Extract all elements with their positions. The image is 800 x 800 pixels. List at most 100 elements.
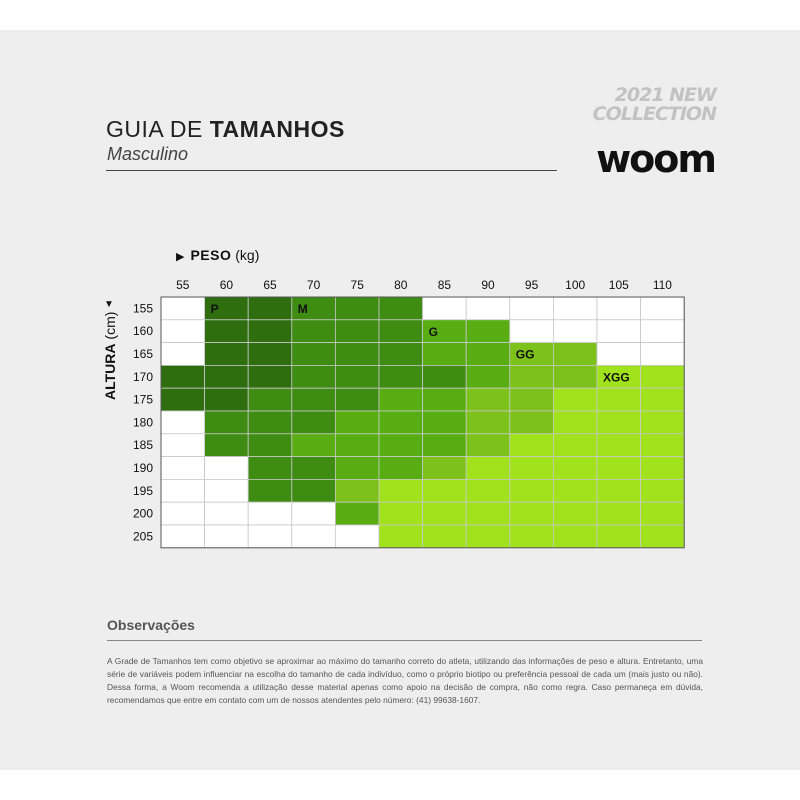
chart-cell bbox=[596, 387, 641, 412]
chart-cell bbox=[596, 478, 641, 503]
chart-cell bbox=[553, 456, 598, 480]
chart-cell bbox=[291, 410, 336, 435]
chart-cell bbox=[204, 501, 249, 526]
chart-cell bbox=[247, 319, 293, 343]
chart-cell bbox=[334, 410, 380, 435]
chart-cell bbox=[422, 433, 467, 457]
y-tick-label: 170 bbox=[133, 370, 153, 384]
chart-cell bbox=[596, 296, 641, 321]
x-tick-label: 95 bbox=[525, 278, 539, 292]
chart-cell bbox=[596, 433, 641, 457]
x-tick-label: 60 bbox=[220, 278, 234, 292]
chart-cell bbox=[291, 364, 336, 389]
chart-cell bbox=[596, 319, 641, 343]
y-tick-label: 190 bbox=[133, 461, 153, 475]
chart-cell bbox=[378, 433, 423, 457]
chart-cell bbox=[291, 501, 336, 526]
chart-cell bbox=[465, 342, 511, 366]
title-light: GUIA DE bbox=[106, 116, 210, 142]
chart-cell bbox=[509, 524, 554, 549]
chart-cell bbox=[553, 319, 598, 343]
chart-cell bbox=[378, 456, 423, 480]
chart-cell bbox=[422, 478, 467, 503]
chart-cell bbox=[422, 410, 467, 435]
chart-cell bbox=[247, 364, 293, 389]
chart-cell bbox=[553, 296, 598, 321]
chart-cell bbox=[465, 296, 511, 321]
triangle-down-icon: ▼ bbox=[104, 299, 114, 310]
chart-cell bbox=[378, 524, 423, 549]
page-subtitle: Masculino bbox=[107, 144, 189, 164]
x-tick-label: 55 bbox=[176, 278, 190, 292]
chart-cell bbox=[334, 501, 380, 526]
chart-cell bbox=[509, 296, 554, 321]
chart-cell bbox=[553, 433, 598, 457]
title-bold: TAMANHOS bbox=[209, 116, 345, 142]
chart-cell bbox=[422, 524, 467, 549]
chart-cell bbox=[334, 524, 380, 549]
chart-cell bbox=[160, 501, 205, 526]
chart-cell bbox=[465, 364, 511, 389]
chart-cell bbox=[640, 387, 685, 412]
observations-title: Observações bbox=[107, 617, 195, 633]
chart-cell bbox=[422, 342, 467, 366]
y-tick-label: 175 bbox=[133, 393, 153, 407]
chart-cell bbox=[247, 456, 293, 480]
chart-cell bbox=[509, 478, 554, 503]
chart-cell bbox=[204, 478, 249, 503]
x-axis-label: ▶ PESO (kg) bbox=[176, 247, 259, 263]
chart-cell bbox=[553, 524, 598, 549]
observations-text: A Grade de Tamanhos tem como objetivo se… bbox=[107, 656, 703, 705]
chart-cell bbox=[596, 456, 641, 480]
chart-cell bbox=[334, 364, 380, 389]
chart-cell bbox=[378, 410, 423, 435]
chart-cell bbox=[160, 456, 205, 480]
chart-cell bbox=[334, 433, 380, 457]
chart-cell bbox=[596, 342, 641, 366]
x-tick-label: 65 bbox=[263, 278, 277, 292]
chart-cell bbox=[509, 364, 554, 389]
chart-cell bbox=[204, 524, 249, 549]
chart-cell bbox=[422, 364, 467, 389]
chart-cell bbox=[160, 524, 205, 549]
chart-cell bbox=[291, 433, 336, 457]
chart-cell bbox=[465, 501, 511, 526]
chart-cell bbox=[596, 524, 641, 549]
chart-border bbox=[160, 296, 685, 549]
y-tick-label: 200 bbox=[133, 507, 153, 521]
collection-badge: 2021 NEW COLLECTION bbox=[540, 86, 717, 124]
y-tick-label: 160 bbox=[133, 324, 153, 338]
chart-cell bbox=[334, 478, 380, 503]
chart-cell bbox=[378, 387, 423, 412]
x-tick-label: 85 bbox=[438, 278, 452, 292]
y-tick-label: 195 bbox=[133, 484, 153, 498]
chart-cell bbox=[553, 501, 598, 526]
chart-cell bbox=[640, 296, 685, 321]
chart-cell bbox=[160, 433, 205, 457]
x-tick-label: 105 bbox=[609, 278, 629, 292]
size-region-label: M bbox=[298, 302, 308, 316]
chart-cell bbox=[204, 410, 249, 435]
chart-cell bbox=[160, 342, 205, 366]
chart-cell bbox=[378, 478, 423, 503]
chart-cell bbox=[334, 342, 380, 366]
chart-cell bbox=[596, 410, 641, 435]
chart-cell bbox=[378, 364, 423, 389]
chart-cell bbox=[509, 456, 554, 480]
chart-cell bbox=[247, 410, 293, 435]
y-tick-label: 165 bbox=[133, 347, 153, 361]
chart-cell bbox=[509, 387, 554, 412]
chart-cell bbox=[160, 387, 205, 412]
chart-cell bbox=[640, 524, 685, 549]
chart-cell bbox=[465, 387, 511, 412]
page-title: GUIA DE TAMANHOS bbox=[106, 116, 345, 143]
chart-cell bbox=[291, 524, 336, 549]
chart-cell bbox=[247, 342, 293, 366]
chart-cell bbox=[204, 364, 249, 389]
chart-cell bbox=[291, 456, 336, 480]
chart-cell bbox=[509, 410, 554, 435]
chart-cell bbox=[422, 387, 467, 412]
chart-cell bbox=[247, 433, 293, 457]
chart-cell bbox=[247, 478, 293, 503]
chart-cell bbox=[640, 410, 685, 435]
